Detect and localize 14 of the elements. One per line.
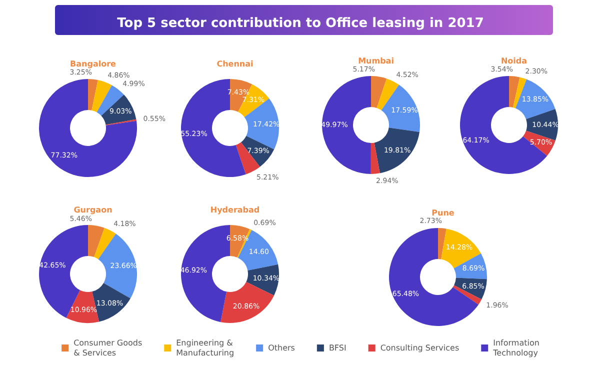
- slice-label: Gurgaon: [74, 206, 113, 214]
- chart-title: Top 5 sector contribution to Office leasing in 2017: [117, 16, 484, 31]
- legend-label: Consulting Services: [380, 344, 460, 352]
- slice-label: Mumbai: [358, 56, 394, 66]
- slice-label: Pune: [432, 208, 455, 218]
- legend-label: Information Technology: [492, 338, 540, 358]
- slice-label: Noida: [500, 56, 528, 66]
- slice-label: Chennai: [216, 60, 254, 68]
- slice-label: Bangalore: [70, 60, 117, 68]
- slice-label: Hyderabad: [210, 206, 260, 214]
- legend-label: BFSI: [328, 344, 346, 352]
- legend-label: Others: [268, 344, 295, 352]
- legend-label: Engineering & Manufacturing: [176, 338, 234, 358]
- legend-label: Consumer Goods & Services: [74, 338, 142, 358]
